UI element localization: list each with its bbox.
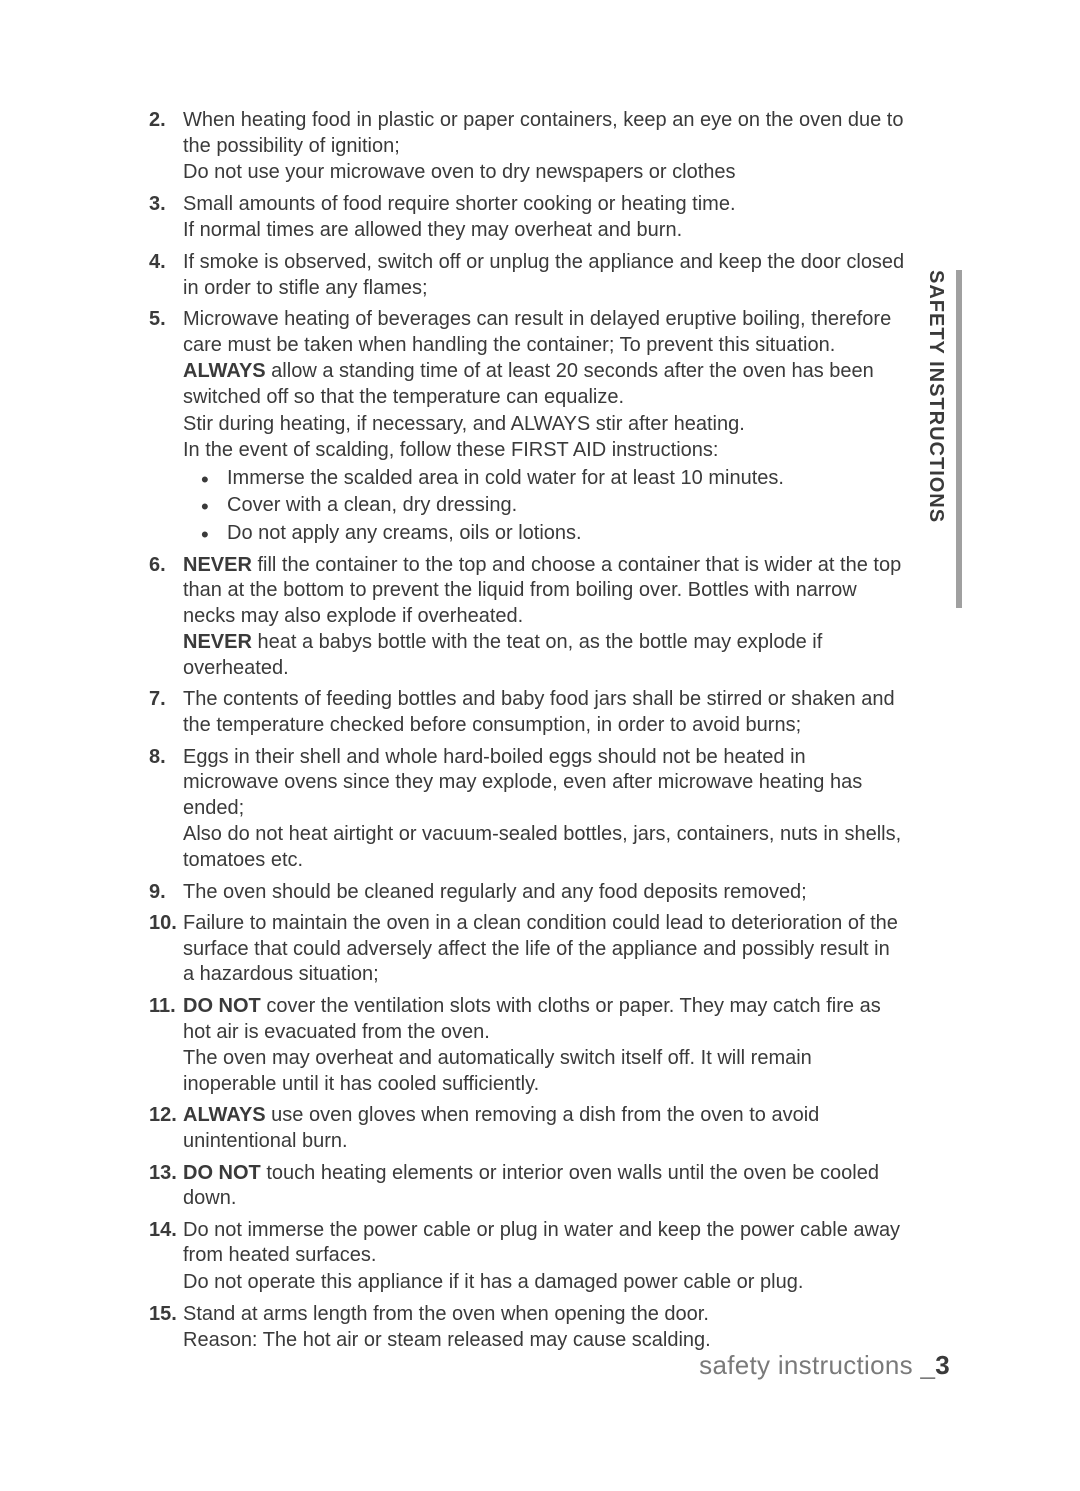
item-number: 4. — [149, 250, 166, 276]
item-paragraph: The oven should be cleaned regularly and… — [183, 880, 905, 906]
instruction-item: 4.If smoke is observed, switch off or un… — [155, 250, 905, 301]
item-number: 3. — [149, 192, 166, 218]
item-number: 10. — [149, 911, 177, 937]
bold-run: ALWAYS — [183, 1104, 266, 1126]
bold-run: NEVER — [183, 554, 252, 576]
page-number: 3 — [935, 1350, 950, 1380]
item-paragraph: If normal times are allowed they may ove… — [183, 218, 905, 244]
side-tab: SAFETY INSTRUCTIONS — [924, 270, 960, 528]
sub-list-item: Do not apply any creams, oils or lotions… — [201, 521, 905, 547]
item-paragraph: If smoke is observed, switch off or unpl… — [183, 250, 905, 301]
item-number: 14. — [149, 1218, 177, 1244]
item-paragraph: Also do not heat airtight or vacuum-seal… — [183, 822, 905, 873]
item-paragraph: Failure to maintain the oven in a clean … — [183, 911, 905, 988]
instruction-item: 9.The oven should be cleaned regularly a… — [155, 880, 905, 906]
item-number: 2. — [149, 108, 166, 134]
instruction-item: 8.Eggs in their shell and whole hard-boi… — [155, 745, 905, 874]
item-number: 5. — [149, 307, 166, 333]
item-paragraph: Do not immerse the power cable or plug i… — [183, 1218, 905, 1269]
footer-label: safety instructions _ — [699, 1350, 935, 1380]
item-paragraph: DO NOT cover the ventilation slots with … — [183, 994, 905, 1045]
item-paragraph: Do not use your microwave oven to dry ne… — [183, 160, 905, 186]
instruction-item: 3.Small amounts of food require shorter … — [155, 192, 905, 244]
item-number: 11. — [149, 994, 176, 1020]
instruction-item: 14.Do not immerse the power cable or plu… — [155, 1218, 905, 1296]
bold-run: DO NOT — [183, 1162, 261, 1184]
instruction-item: 5.Microwave heating of beverages can res… — [155, 307, 905, 546]
item-number: 13. — [149, 1161, 177, 1187]
item-paragraph: ALWAYS allow a standing time of at least… — [183, 359, 905, 410]
item-paragraph: The contents of feeding bottles and baby… — [183, 687, 905, 738]
item-number: 15. — [149, 1302, 177, 1328]
item-paragraph: Stand at arms length from the oven when … — [183, 1302, 905, 1328]
item-paragraph: DO NOT touch heating elements or interio… — [183, 1161, 905, 1212]
instruction-item: 2.When heating food in plastic or paper … — [155, 108, 905, 186]
item-paragraph: ALWAYS use oven gloves when removing a d… — [183, 1103, 905, 1154]
item-number: 6. — [149, 553, 166, 579]
item-paragraph: Microwave heating of beverages can resul… — [183, 307, 905, 358]
item-paragraph: Small amounts of food require shorter co… — [183, 192, 905, 218]
item-number: 12. — [149, 1103, 177, 1129]
instruction-item: 11.DO NOT cover the ventilation slots wi… — [155, 994, 905, 1097]
bold-run: NEVER — [183, 631, 252, 653]
bold-run: DO NOT — [183, 995, 261, 1017]
instruction-list: 2.When heating food in plastic or paper … — [155, 108, 905, 1354]
item-paragraph: The oven may overheat and automatically … — [183, 1046, 905, 1097]
instruction-item: 13.DO NOT touch heating elements or inte… — [155, 1161, 905, 1212]
sub-list: Immerse the scalded area in cold water f… — [201, 466, 905, 547]
bold-run: ALWAYS — [183, 360, 266, 382]
item-number: 7. — [149, 687, 166, 713]
item-paragraph: Do not operate this appliance if it has … — [183, 1270, 905, 1296]
instruction-item: 10.Failure to maintain the oven in a cle… — [155, 911, 905, 988]
instruction-item: 6.NEVER fill the container to the top an… — [155, 553, 905, 682]
sub-list-item: Cover with a clean, dry dressing. — [201, 493, 905, 519]
item-paragraph: When heating food in plastic or paper co… — [183, 108, 905, 159]
content-area: 2.When heating food in plastic or paper … — [155, 108, 905, 1360]
instruction-item: 15.Stand at arms length from the oven wh… — [155, 1302, 905, 1354]
item-paragraph: NEVER fill the container to the top and … — [183, 553, 905, 630]
side-tab-label: SAFETY INSTRUCTIONS — [924, 270, 947, 523]
item-paragraph: NEVER heat a babys bottle with the teat … — [183, 630, 905, 681]
item-paragraph: Eggs in their shell and whole hard-boile… — [183, 745, 905, 822]
page: SAFETY INSTRUCTIONS 2.When heating food … — [0, 0, 1080, 1491]
sub-list-item: Immerse the scalded area in cold water f… — [201, 466, 905, 492]
page-footer: safety instructions _3 — [699, 1350, 950, 1381]
item-number: 9. — [149, 880, 166, 906]
item-paragraph: Stir during heating, if necessary, and A… — [183, 412, 905, 438]
instruction-item: 7.The contents of feeding bottles and ba… — [155, 687, 905, 738]
item-paragraph: In the event of scalding, follow these F… — [183, 438, 905, 464]
instruction-item: 12.ALWAYS use oven gloves when removing … — [155, 1103, 905, 1154]
item-number: 8. — [149, 745, 166, 771]
